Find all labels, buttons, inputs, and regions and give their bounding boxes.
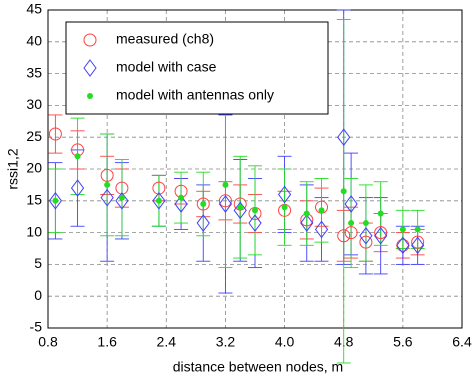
x-axis-label: distance between nodes, m — [173, 359, 343, 375]
marker — [399, 226, 406, 233]
marker — [359, 235, 373, 249]
legend-label: model with case — [116, 59, 217, 75]
x-tick-label: 1.6 — [97, 334, 117, 350]
legend-marker — [83, 33, 97, 47]
y-axis-label: rssi1,2 — [5, 148, 21, 189]
marker — [100, 188, 114, 207]
y-tick-label: -5 — [30, 319, 43, 335]
y-tick-label: 15 — [26, 192, 42, 208]
marker — [411, 235, 425, 249]
marker — [303, 210, 310, 217]
legend-label: measured (ch8) — [116, 31, 214, 47]
marker — [248, 214, 262, 232]
legend-label: model with antennas only — [116, 87, 274, 103]
error-bar — [48, 114, 63, 154]
marker — [277, 185, 292, 204]
y-tick-label: 10 — [26, 223, 42, 239]
marker — [174, 195, 188, 213]
legend-marker — [83, 59, 97, 77]
marker — [414, 226, 421, 233]
marker — [152, 181, 166, 195]
marker — [218, 194, 232, 208]
marker — [337, 229, 351, 243]
y-tick-label: 35 — [26, 64, 42, 80]
y-tick-label: 40 — [26, 33, 42, 49]
marker — [52, 197, 59, 204]
marker — [300, 214, 314, 232]
y-tick-label: 0 — [34, 287, 42, 303]
x-tick-label: 4.0 — [275, 334, 295, 350]
marker — [340, 188, 347, 195]
marker — [237, 204, 244, 211]
y-tick-label: 25 — [26, 128, 42, 144]
marker — [396, 236, 410, 255]
marker — [178, 194, 185, 201]
marker — [374, 226, 388, 245]
x-tick-label: 3.2 — [216, 334, 236, 350]
marker — [411, 236, 425, 255]
marker — [281, 204, 288, 211]
y-tick-label: 20 — [26, 160, 42, 176]
marker — [115, 181, 129, 195]
marker — [48, 191, 63, 210]
plot-frame — [47, 9, 463, 329]
x-tick-label: 2.4 — [157, 334, 177, 350]
x-tick-label: 0.8 — [38, 334, 58, 350]
marker — [152, 191, 166, 210]
marker — [318, 207, 325, 214]
marker — [337, 128, 351, 147]
marker — [74, 153, 81, 160]
marker — [155, 197, 162, 204]
marker — [200, 200, 207, 207]
marker — [104, 181, 111, 188]
marker — [377, 210, 384, 217]
marker — [118, 194, 125, 201]
marker — [374, 226, 388, 240]
marker — [196, 214, 210, 232]
marker — [48, 127, 62, 141]
legend-marker — [87, 93, 93, 99]
marker — [222, 181, 229, 188]
legend-box — [65, 21, 329, 115]
marker — [218, 195, 233, 213]
marker — [344, 195, 358, 213]
marker — [100, 168, 114, 182]
marker — [115, 191, 129, 210]
marker — [196, 197, 210, 211]
y-tick-label: 45 — [26, 1, 42, 17]
marker — [359, 226, 373, 245]
marker — [348, 220, 355, 227]
y-tick-label: 30 — [26, 96, 42, 112]
marker — [314, 220, 329, 239]
marker — [252, 207, 258, 214]
x-tick-label: 5.6 — [393, 334, 413, 350]
marker — [362, 220, 369, 227]
y-tick-label: 5 — [34, 255, 42, 271]
marker — [70, 179, 85, 197]
marker — [233, 201, 247, 220]
marker — [344, 226, 358, 240]
x-tick-label: 6.4 — [452, 334, 472, 350]
